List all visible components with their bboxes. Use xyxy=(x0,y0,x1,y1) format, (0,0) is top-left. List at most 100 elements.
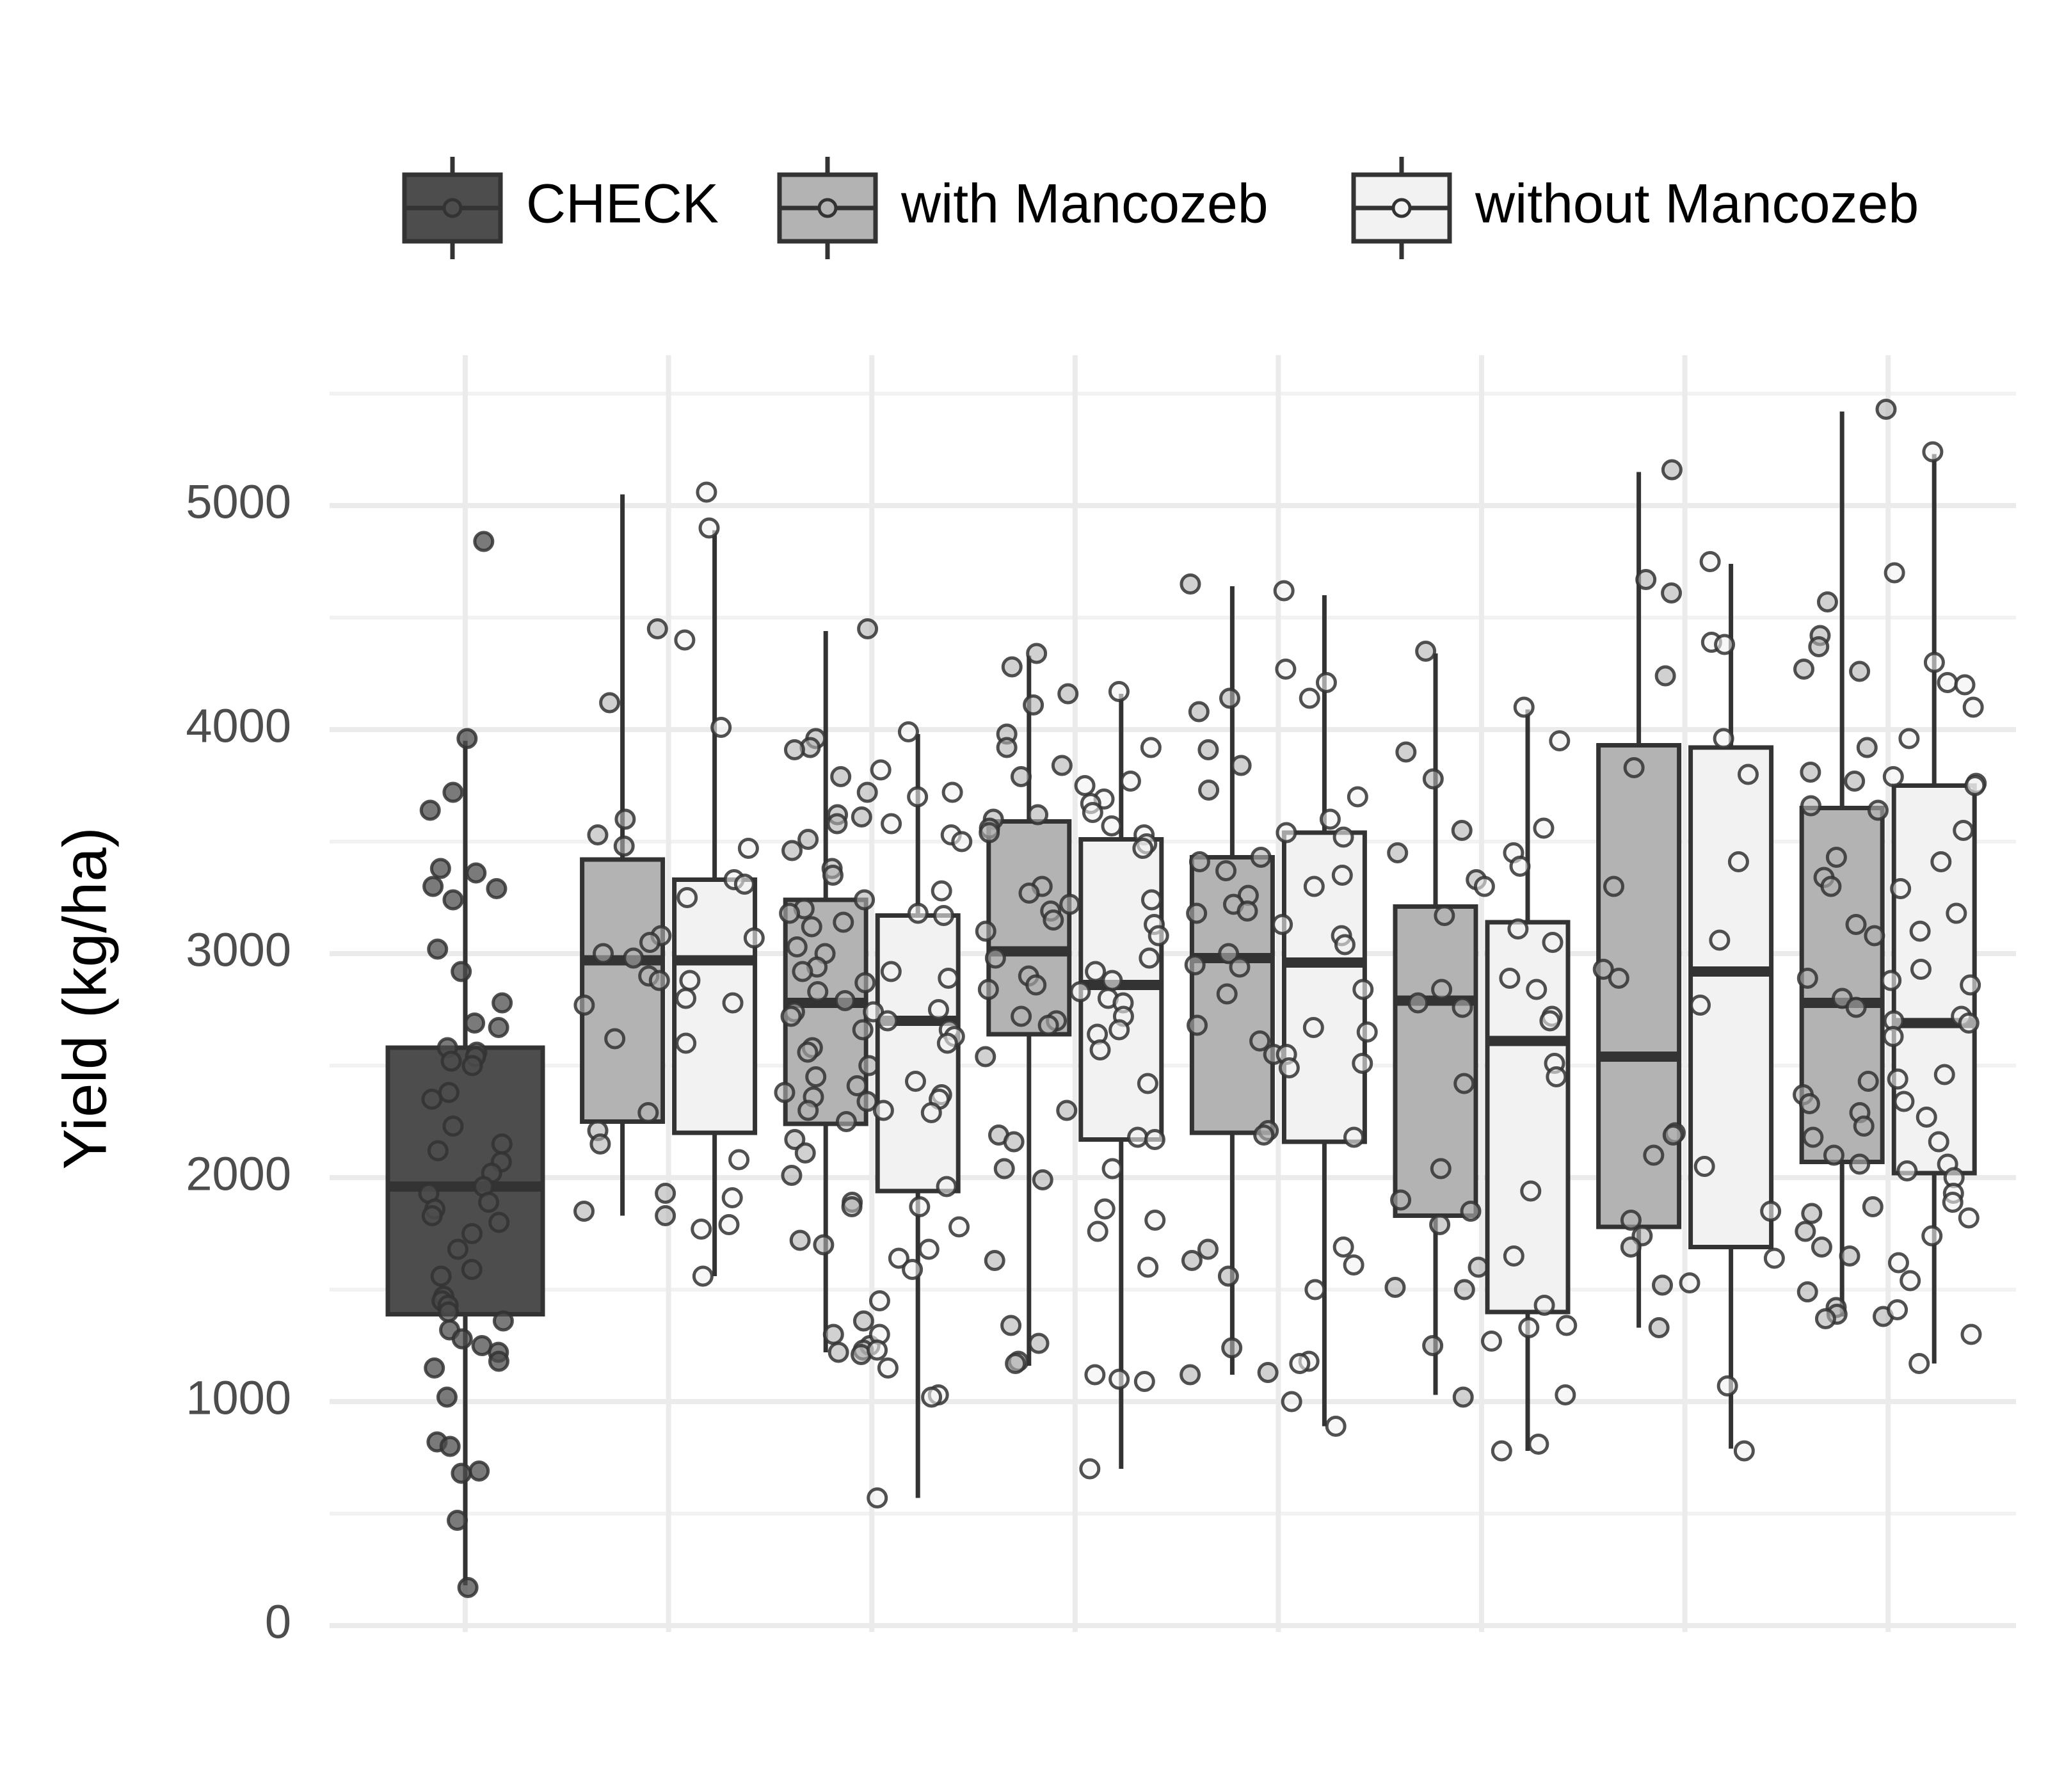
data-point xyxy=(1010,766,1032,787)
data-point xyxy=(1800,795,1821,817)
data-point xyxy=(784,1129,806,1150)
data-point xyxy=(1898,728,1920,749)
data-point xyxy=(846,1075,868,1096)
data-point xyxy=(1257,1362,1279,1383)
data-point xyxy=(1236,900,1258,922)
data-point xyxy=(1422,768,1444,790)
data-point xyxy=(975,1046,996,1068)
data-point xyxy=(852,1310,874,1332)
legend-key-without-mancozeb xyxy=(1351,157,1452,259)
data-point xyxy=(1084,1364,1106,1386)
data-point xyxy=(1800,762,1821,783)
data-point xyxy=(1623,757,1645,778)
data-point xyxy=(1434,905,1455,926)
data-point xyxy=(1528,1434,1549,1455)
data-point xyxy=(468,1460,490,1482)
box-iqr xyxy=(1281,830,1367,1144)
data-point xyxy=(1542,932,1564,953)
data-point xyxy=(457,1577,479,1598)
data-point xyxy=(868,1290,890,1311)
data-point xyxy=(1690,995,1711,1016)
data-point xyxy=(1343,1254,1364,1276)
data-point xyxy=(1962,696,1984,718)
data-point xyxy=(1025,974,1047,996)
data-point xyxy=(1661,459,1683,481)
data-point xyxy=(1197,1238,1219,1260)
data-point xyxy=(921,1386,943,1408)
data-point xyxy=(1814,1308,1836,1329)
data-point xyxy=(1108,1019,1130,1041)
data-point xyxy=(1964,775,1986,796)
data-point xyxy=(1127,1126,1149,1148)
data-point xyxy=(1890,878,1912,899)
data-point xyxy=(614,808,636,830)
data-point xyxy=(1184,954,1206,975)
data-point xyxy=(1430,1158,1452,1180)
data-point xyxy=(1916,1107,1937,1128)
data-point xyxy=(1893,1091,1915,1112)
data-point xyxy=(456,728,478,749)
data-point xyxy=(1798,1093,1820,1114)
data-point xyxy=(1303,876,1325,897)
data-point xyxy=(1882,766,1904,787)
data-point xyxy=(797,1100,819,1121)
data-point xyxy=(927,999,949,1020)
data-point xyxy=(1390,1189,1412,1211)
data-point xyxy=(674,629,696,651)
data-point xyxy=(1137,1256,1159,1278)
data-point xyxy=(877,1010,899,1032)
data-point xyxy=(473,531,495,552)
data-point xyxy=(1144,1210,1166,1231)
data-point xyxy=(1453,1073,1475,1094)
data-point xyxy=(424,1357,445,1379)
data-point xyxy=(1144,1129,1165,1150)
data-point xyxy=(1845,996,1867,1018)
data-point xyxy=(451,1462,472,1484)
data-point xyxy=(1315,672,1337,693)
data-point xyxy=(438,1301,460,1323)
data-point xyxy=(1933,1064,1955,1085)
data-point xyxy=(488,1212,510,1233)
data-point xyxy=(1140,737,1162,758)
data-point xyxy=(1197,739,1219,760)
data-point xyxy=(977,979,999,1000)
data-point xyxy=(909,1196,931,1217)
y-tick-label: 3000 xyxy=(186,924,291,977)
data-point xyxy=(807,981,829,1002)
data-point xyxy=(1796,968,1818,989)
data-point xyxy=(676,887,698,908)
box-without-mancozeb-group-8 xyxy=(1880,441,1987,1374)
data-point xyxy=(1620,1236,1642,1258)
data-point xyxy=(461,1259,483,1280)
data-point xyxy=(1453,1279,1475,1300)
data-point xyxy=(1825,847,1847,868)
data-point xyxy=(587,824,609,845)
data-point xyxy=(1137,1073,1158,1094)
data-point xyxy=(1133,1371,1155,1392)
data-point xyxy=(733,874,755,895)
data-point xyxy=(1056,1100,1078,1121)
data-point xyxy=(1001,656,1023,678)
data-point xyxy=(1415,641,1437,662)
data-point xyxy=(794,1142,816,1164)
data-point xyxy=(1043,909,1064,931)
data-point xyxy=(1332,826,1354,848)
data-point xyxy=(805,1066,827,1087)
box-without-mancozeb-group-3 xyxy=(863,721,973,1508)
data-point xyxy=(822,1324,844,1345)
data-point xyxy=(1186,902,1208,924)
data-point xyxy=(1709,929,1731,951)
data-point xyxy=(1801,1203,1823,1224)
data-point xyxy=(984,947,1006,969)
data-point xyxy=(1808,636,1830,657)
data-point xyxy=(781,1165,803,1186)
data-point xyxy=(907,902,929,924)
data-point xyxy=(1275,659,1297,680)
data-point xyxy=(1862,1196,1884,1217)
data-point xyxy=(1352,1053,1373,1074)
data-point xyxy=(920,1102,942,1123)
data-point xyxy=(492,1310,514,1332)
data-point xyxy=(1032,1169,1053,1190)
data-point xyxy=(465,862,487,884)
data-point xyxy=(932,905,954,926)
